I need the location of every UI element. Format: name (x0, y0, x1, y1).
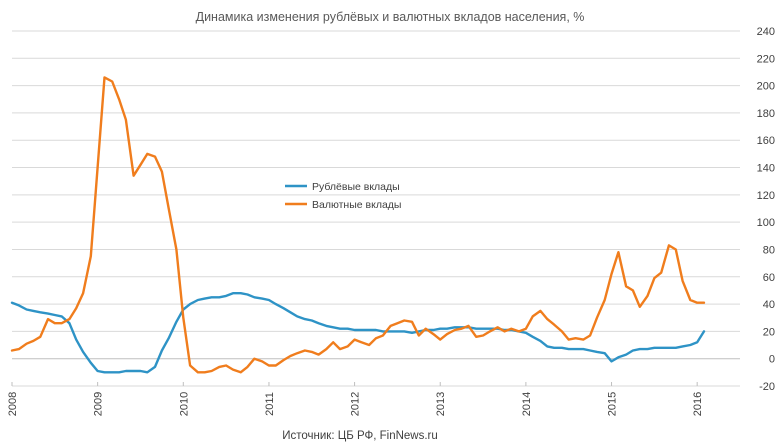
x-tick-label: 2010 (178, 392, 190, 416)
source-note: Источник: ЦБ РФ, FinNews.ru (282, 430, 438, 442)
x-axis-ticks: 2008 2009 2010 2011 2012 2013 2014 2015 2016 (7, 382, 704, 416)
y-tick-label: 160 (757, 135, 775, 147)
x-tick-label: 2013 (435, 392, 447, 416)
series-lines (10, 76, 706, 374)
x-tick-label: 2012 (350, 392, 362, 416)
legend-label: Валютные вклады (312, 199, 401, 211)
y-tick-label: 240 (757, 26, 775, 38)
y-tick-label: 40 (763, 299, 775, 311)
x-tick-label: 2015 (607, 392, 619, 416)
series-line-1 (10, 76, 706, 374)
grid-lines (12, 30, 740, 387)
y-tick-label: 200 (757, 81, 775, 93)
series-line-0 (10, 292, 706, 374)
y-tick-label: 140 (757, 163, 775, 175)
legend: Рублёвые вклады Валютные вклады (285, 181, 401, 211)
y-tick-label: 20 (763, 326, 775, 338)
legend-label: Рублёвые вклады (312, 181, 400, 193)
y-axis-ticks: -20 0 20 40 60 80 100 120 140 160 180 200 220 240 (757, 26, 775, 393)
x-tick-label: 2008 (7, 392, 19, 416)
y-tick-label: 0 (769, 354, 775, 366)
y-tick-label: -20 (759, 381, 775, 393)
x-tick-label: 2011 (264, 392, 276, 416)
y-tick-label: 100 (757, 217, 775, 229)
chart-title: Динамика изменения рублёвых и валютных в… (196, 10, 585, 24)
x-tick-label: 2016 (692, 392, 704, 416)
x-tick-label: 2014 (521, 392, 533, 416)
y-tick-label: 180 (757, 108, 775, 120)
y-tick-label: 80 (763, 244, 775, 256)
x-tick-label: 2009 (93, 392, 105, 416)
y-tick-label: 60 (763, 272, 775, 284)
y-tick-label: 220 (757, 53, 775, 65)
y-tick-label: 120 (757, 190, 775, 202)
